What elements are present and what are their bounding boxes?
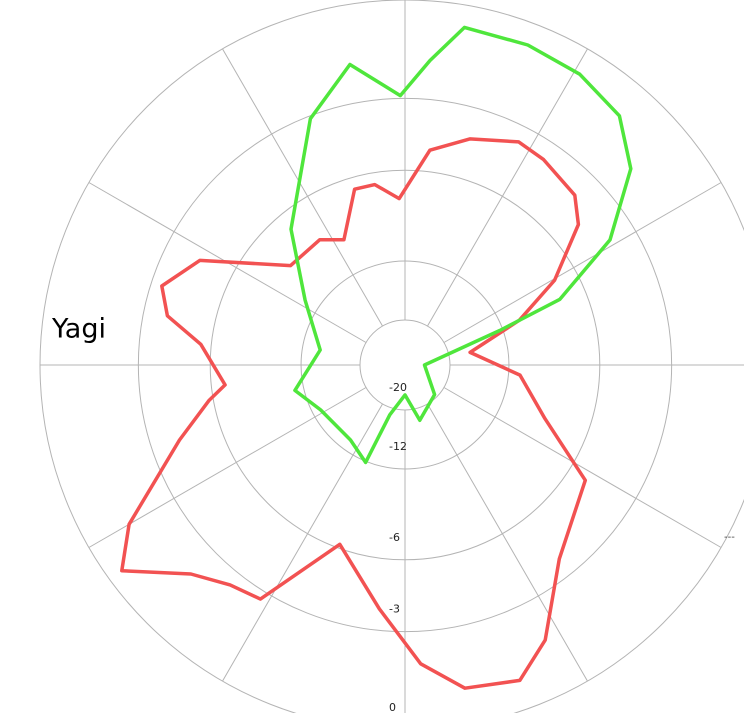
pattern-trace	[289, 25, 633, 465]
ring	[300, 260, 510, 470]
annotation: ---	[724, 532, 735, 543]
r-tick-label: 0	[389, 701, 396, 713]
r-tick-label: -12	[389, 440, 407, 453]
r-tick-label: -3	[389, 603, 400, 616]
traces	[120, 25, 633, 690]
r-tick-label: -20	[389, 381, 407, 394]
spoke	[88, 387, 367, 548]
spoke	[427, 403, 588, 682]
grid	[39, 0, 744, 713]
ring	[137, 97, 673, 633]
ring	[209, 169, 601, 561]
pattern-trace	[120, 137, 588, 690]
ring	[359, 319, 451, 411]
spoke	[427, 48, 588, 327]
spoke	[443, 182, 722, 343]
spoke	[222, 48, 383, 327]
spoke	[443, 387, 722, 548]
ring	[39, 0, 744, 713]
chart-title: Yagi	[51, 314, 106, 345]
r-tick-label: -6	[389, 531, 400, 544]
labels: -20 -12 -6 -3 0	[389, 381, 407, 713]
